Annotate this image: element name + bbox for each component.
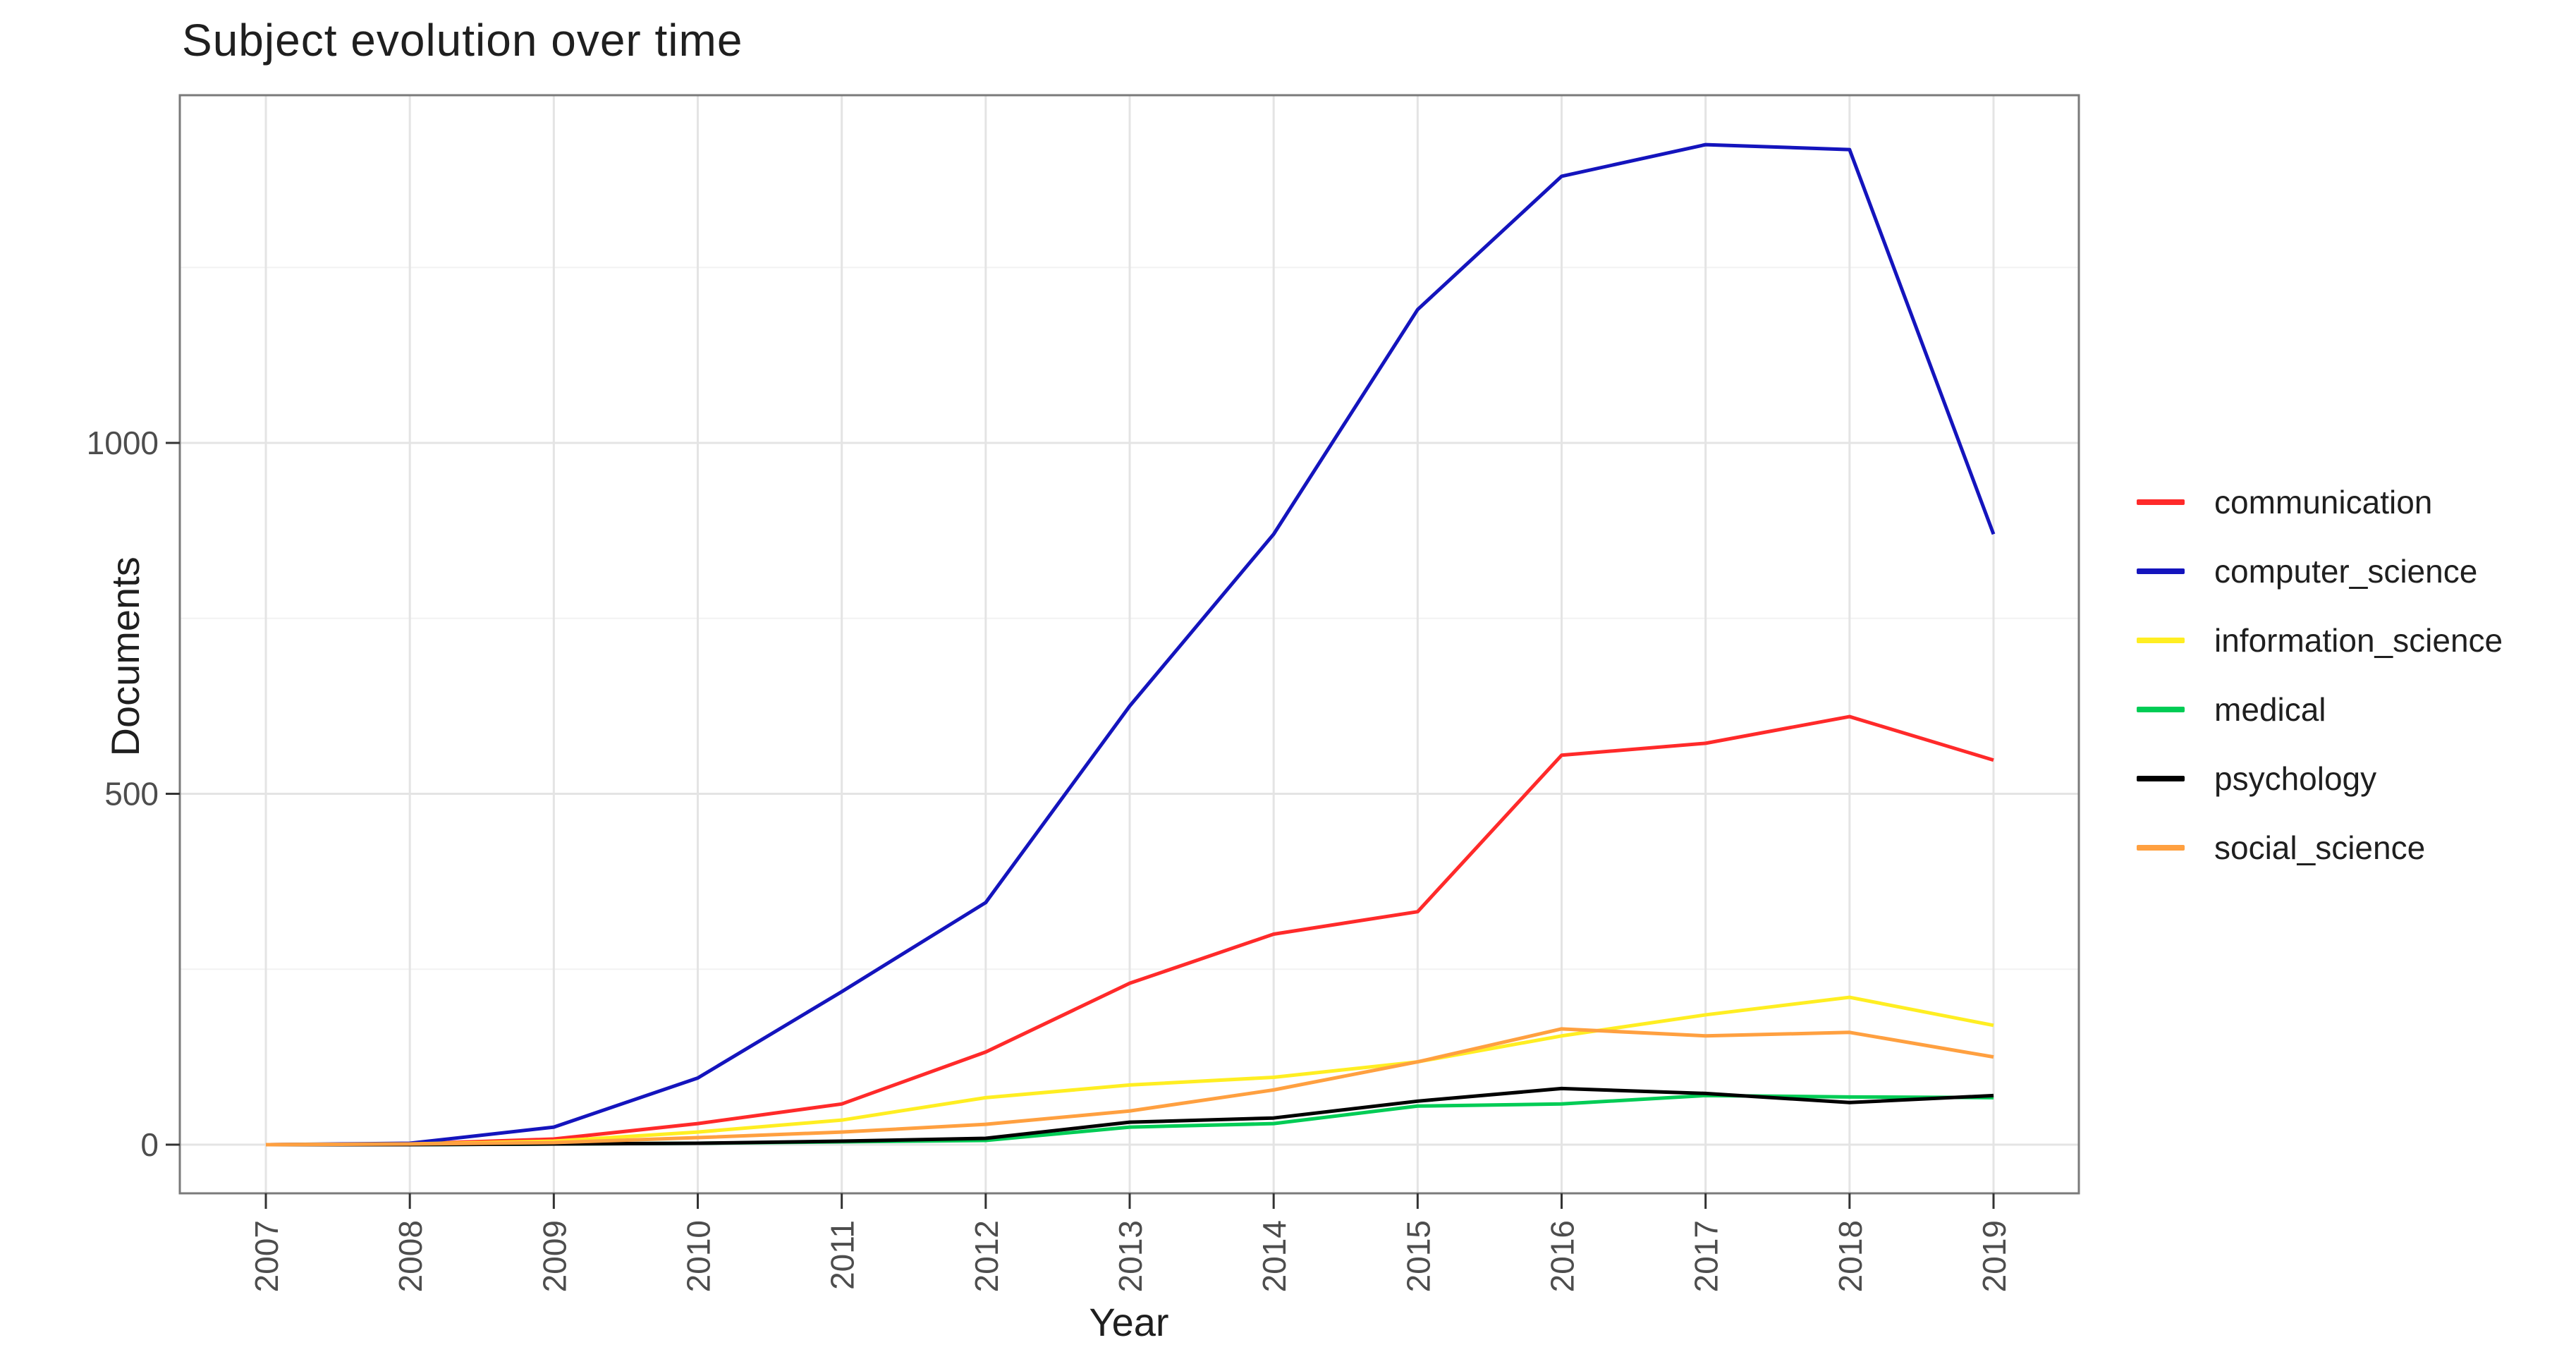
x-tick-label: 2007 (248, 1220, 285, 1292)
legend-label: psychology (2214, 760, 2377, 797)
series-line-communication (265, 714, 1994, 1147)
y-tick-label: 0 (140, 1126, 159, 1163)
x-tick-label: 2019 (1976, 1220, 2013, 1292)
legend-label: information_science (2214, 622, 2503, 659)
x-tick-label: 2018 (1832, 1220, 1869, 1292)
legend-item-information_science: information_science (2137, 606, 2503, 675)
legend-swatch-medical (2137, 707, 2185, 712)
x-axis-title: Year (1089, 1300, 1169, 1344)
legend-label: medical (2214, 691, 2326, 728)
y-axis-title: Documents (103, 556, 148, 757)
legend-item-medical: medical (2137, 675, 2503, 744)
legend-swatch-social_science (2137, 845, 2185, 851)
legend-item-psychology: psychology (2137, 744, 2503, 813)
series-line-social_science (265, 1027, 1994, 1147)
legend-item-social_science: social_science (2137, 813, 2503, 882)
x-tick-label: 2010 (680, 1220, 717, 1292)
legend-label: communication (2214, 484, 2433, 520)
legend: communication computer_science information… (2137, 468, 2503, 882)
legend-item-computer_science: computer_science (2137, 537, 2503, 606)
x-tick-label: 2014 (1256, 1220, 1293, 1292)
legend-swatch-communication (2137, 499, 2185, 505)
series-line-computer_science (265, 142, 1996, 1147)
x-tick-label: 2015 (1400, 1220, 1436, 1292)
x-tick-label: 2009 (536, 1220, 573, 1292)
legend-swatch-information_science (2137, 638, 2185, 643)
chart-title: Subject evolution over time (182, 15, 743, 66)
x-tick-label: 2011 (824, 1220, 861, 1290)
x-tick-label: 2017 (1688, 1220, 1725, 1292)
legend-item-communication: communication (2137, 468, 2503, 537)
x-tick-label: 2013 (1112, 1220, 1149, 1292)
legend-swatch-computer_science (2137, 568, 2185, 574)
x-tick-label: 2016 (1544, 1220, 1581, 1292)
y-tick-label: 500 (104, 776, 159, 812)
legend-label: social_science (2214, 829, 2426, 866)
legend-swatch-psychology (2137, 776, 2185, 781)
y-tick-label: 1000 (87, 425, 159, 461)
legend-label: computer_science (2214, 553, 2478, 590)
x-tick-label: 2012 (968, 1220, 1005, 1292)
x-tick-label: 2008 (392, 1220, 429, 1292)
